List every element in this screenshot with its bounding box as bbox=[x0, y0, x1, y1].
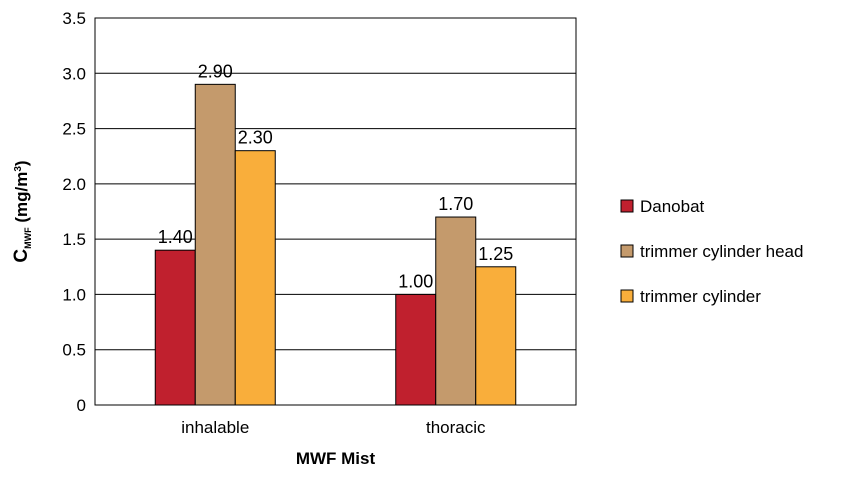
bar bbox=[395, 293, 437, 406]
x-tick-labels: inhalable thoracic bbox=[181, 418, 486, 437]
bar bbox=[234, 150, 276, 406]
data-label: 1.40 bbox=[158, 227, 193, 247]
legend: Danobat trimmer cylinder head trimmer cyli… bbox=[620, 197, 803, 306]
y-tick-label: 1.0 bbox=[62, 285, 86, 304]
y-axis-title: CMWF (mg/m3) bbox=[11, 160, 33, 262]
legend-label: trimmer cylinder head bbox=[640, 242, 803, 261]
y-tick-label: 3.0 bbox=[62, 64, 86, 83]
data-label: 1.70 bbox=[438, 194, 473, 214]
legend-swatch bbox=[620, 289, 634, 303]
bar bbox=[475, 266, 517, 406]
y-tick-labels: 0 0.5 1.0 1.5 2.0 2.5 3.0 3.5 bbox=[62, 9, 86, 415]
y-tick-label: 2.5 bbox=[62, 120, 86, 139]
legend-label: trimmer cylinder bbox=[640, 287, 761, 306]
bar bbox=[435, 216, 477, 406]
data-label: 1.25 bbox=[478, 244, 513, 264]
y-tick-label: 2.0 bbox=[62, 175, 86, 194]
data-label: 1.00 bbox=[398, 271, 433, 291]
data-label: 2.30 bbox=[238, 128, 273, 148]
data-label: 2.90 bbox=[198, 61, 233, 81]
data-labels: 1.40 2.90 2.30 1.00 1.70 1.25 bbox=[158, 61, 514, 291]
legend-swatch bbox=[620, 199, 634, 213]
y-axis-title-main: C bbox=[11, 249, 32, 263]
y-axis-title-close: ) bbox=[12, 160, 31, 166]
y-tick-label: 3.5 bbox=[62, 9, 86, 28]
x-tick-label: inhalable bbox=[181, 418, 249, 437]
y-axis-title-subscript: MWF bbox=[23, 227, 33, 249]
legend-swatch bbox=[620, 244, 634, 258]
x-axis-title: MWF Mist bbox=[296, 449, 376, 468]
bar bbox=[154, 249, 196, 406]
y-tick-label: 0.5 bbox=[62, 341, 86, 360]
y-tick-label: 1.5 bbox=[62, 230, 86, 249]
legend-label: Danobat bbox=[640, 197, 705, 216]
bars bbox=[154, 83, 517, 406]
y-axis-title-unit: (mg/m bbox=[12, 172, 31, 228]
x-tick-label: thoracic bbox=[426, 418, 486, 437]
bar bbox=[194, 83, 236, 406]
y-axis-title-superscript: 3 bbox=[13, 166, 24, 172]
plot-frame bbox=[94, 17, 577, 406]
y-tick-label: 0 bbox=[77, 396, 86, 415]
